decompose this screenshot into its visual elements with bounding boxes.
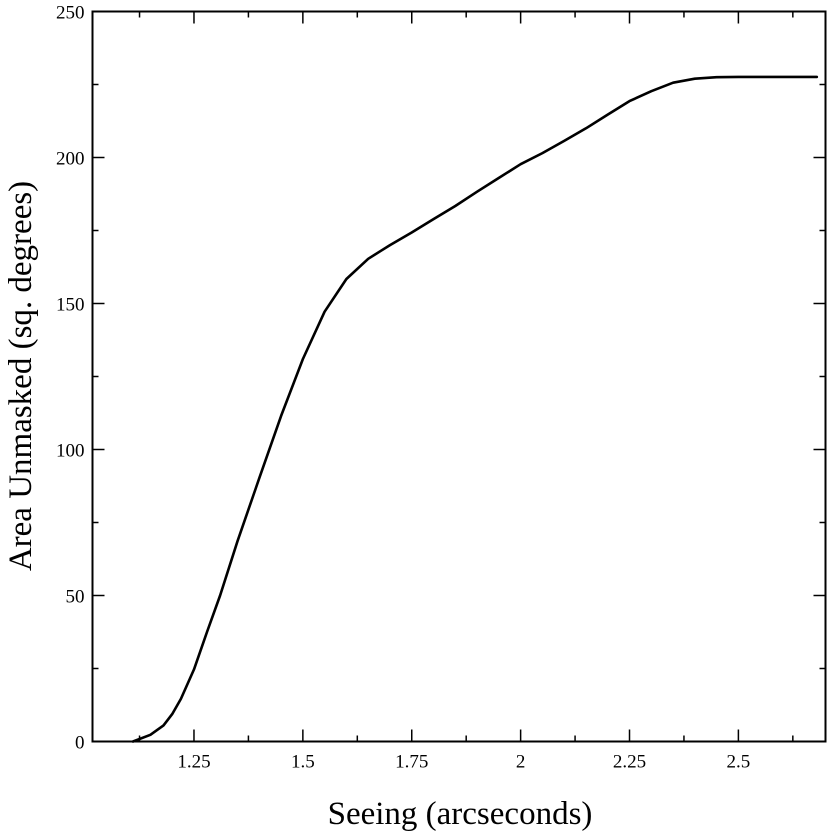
x-axis-label: Seeing (arcseconds) [328, 796, 593, 832]
y-tick-label: 0 [75, 733, 85, 754]
series-line [131, 75, 819, 743]
x-tick-label: 1.25 [177, 752, 210, 773]
x-tick-label: 1.75 [395, 752, 428, 773]
y-tick-label: 200 [56, 149, 85, 170]
x-tick-label: 2 [516, 752, 526, 773]
ticks-layer [92, 10, 826, 743]
x-tick-label: 1.5 [291, 752, 315, 773]
y-tick-label: 150 [56, 295, 85, 316]
plot-frame [91, 10, 827, 743]
y-axis-label: Area Unmasked (sq. degrees) [3, 181, 39, 571]
y-tick-label: 100 [56, 441, 85, 462]
y-tick-label: 50 [66, 587, 85, 608]
x-tick-label: 2.25 [613, 752, 646, 773]
y-tick-label: 250 [56, 3, 85, 24]
tick-labels-layer: 1.25 1.5 1.75 2 2.25 2.5 0 50 100 150 200 250 [56, 3, 750, 773]
x-tick-label: 2.5 [727, 752, 751, 773]
